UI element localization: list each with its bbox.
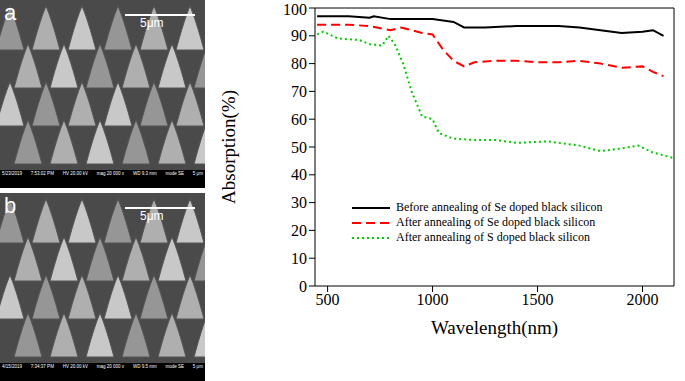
html-text:mode SE: mode SE [165, 364, 184, 369]
html-text:7:53:02 PM: 7:53:02 PM [30, 171, 54, 176]
html-text:4/15/2019: 4/15/2019 [2, 364, 22, 369]
html-text:After annealing of Se doped bl: After annealing of Se doped black silico… [396, 215, 596, 229]
html-text:mag 20 000 x: mag 20 000 x [96, 171, 125, 176]
html-text:5μm: 5μm [140, 209, 164, 223]
html-text:a: a [4, 0, 17, 25]
svg-text:2000: 2000 [627, 291, 659, 308]
svg-text:500: 500 [316, 291, 340, 308]
html-text:Before annealing of Se doped b: Before annealing of Se doped black silic… [396, 200, 603, 214]
svg-text:80: 80 [291, 55, 307, 72]
svg-text:20: 20 [291, 222, 307, 239]
svg-text:100: 100 [283, 1, 307, 18]
svg-text:50: 50 [291, 139, 307, 156]
html-text:5μm: 5μm [140, 16, 164, 30]
html-text:HV 20.00 kV: HV 20.00 kV [62, 364, 88, 369]
html-text:7:34:37 PM: 7:34:37 PM [30, 364, 54, 369]
svg-text:60: 60 [291, 111, 307, 128]
svg-text:30: 30 [291, 194, 307, 211]
html-text:HV 20.00 kV: HV 20.00 kV [62, 171, 88, 176]
html-text:b: b [4, 193, 17, 218]
svg-text:1500: 1500 [522, 291, 554, 308]
svg-text:0: 0 [299, 278, 307, 295]
html-text:mode SE: mode SE [165, 171, 184, 176]
svg-text:90: 90 [291, 27, 307, 44]
html-text:After annealing of S doped bla: After annealing of S doped black silicon [396, 230, 590, 244]
svg-text:10: 10 [291, 250, 307, 267]
html-text:5 μm: 5 μm [192, 171, 203, 176]
svg-text:70: 70 [291, 83, 307, 100]
html-text:WD 9.5 mm: WD 9.5 mm [132, 364, 157, 369]
html-text:mag 20 000 x: mag 20 000 x [96, 364, 125, 369]
svg-text:Wavelength(nm): Wavelength(nm) [431, 317, 558, 339]
svg-text:1000: 1000 [417, 291, 449, 308]
html-text:5 μm: 5 μm [192, 364, 203, 369]
html-text:WD 9.3 mm: WD 9.3 mm [132, 171, 157, 176]
svg-text:Absorption(%): Absorption(%) [218, 90, 240, 204]
svg-text:40: 40 [291, 166, 307, 183]
html-text:5/23/2019: 5/23/2019 [2, 171, 22, 176]
